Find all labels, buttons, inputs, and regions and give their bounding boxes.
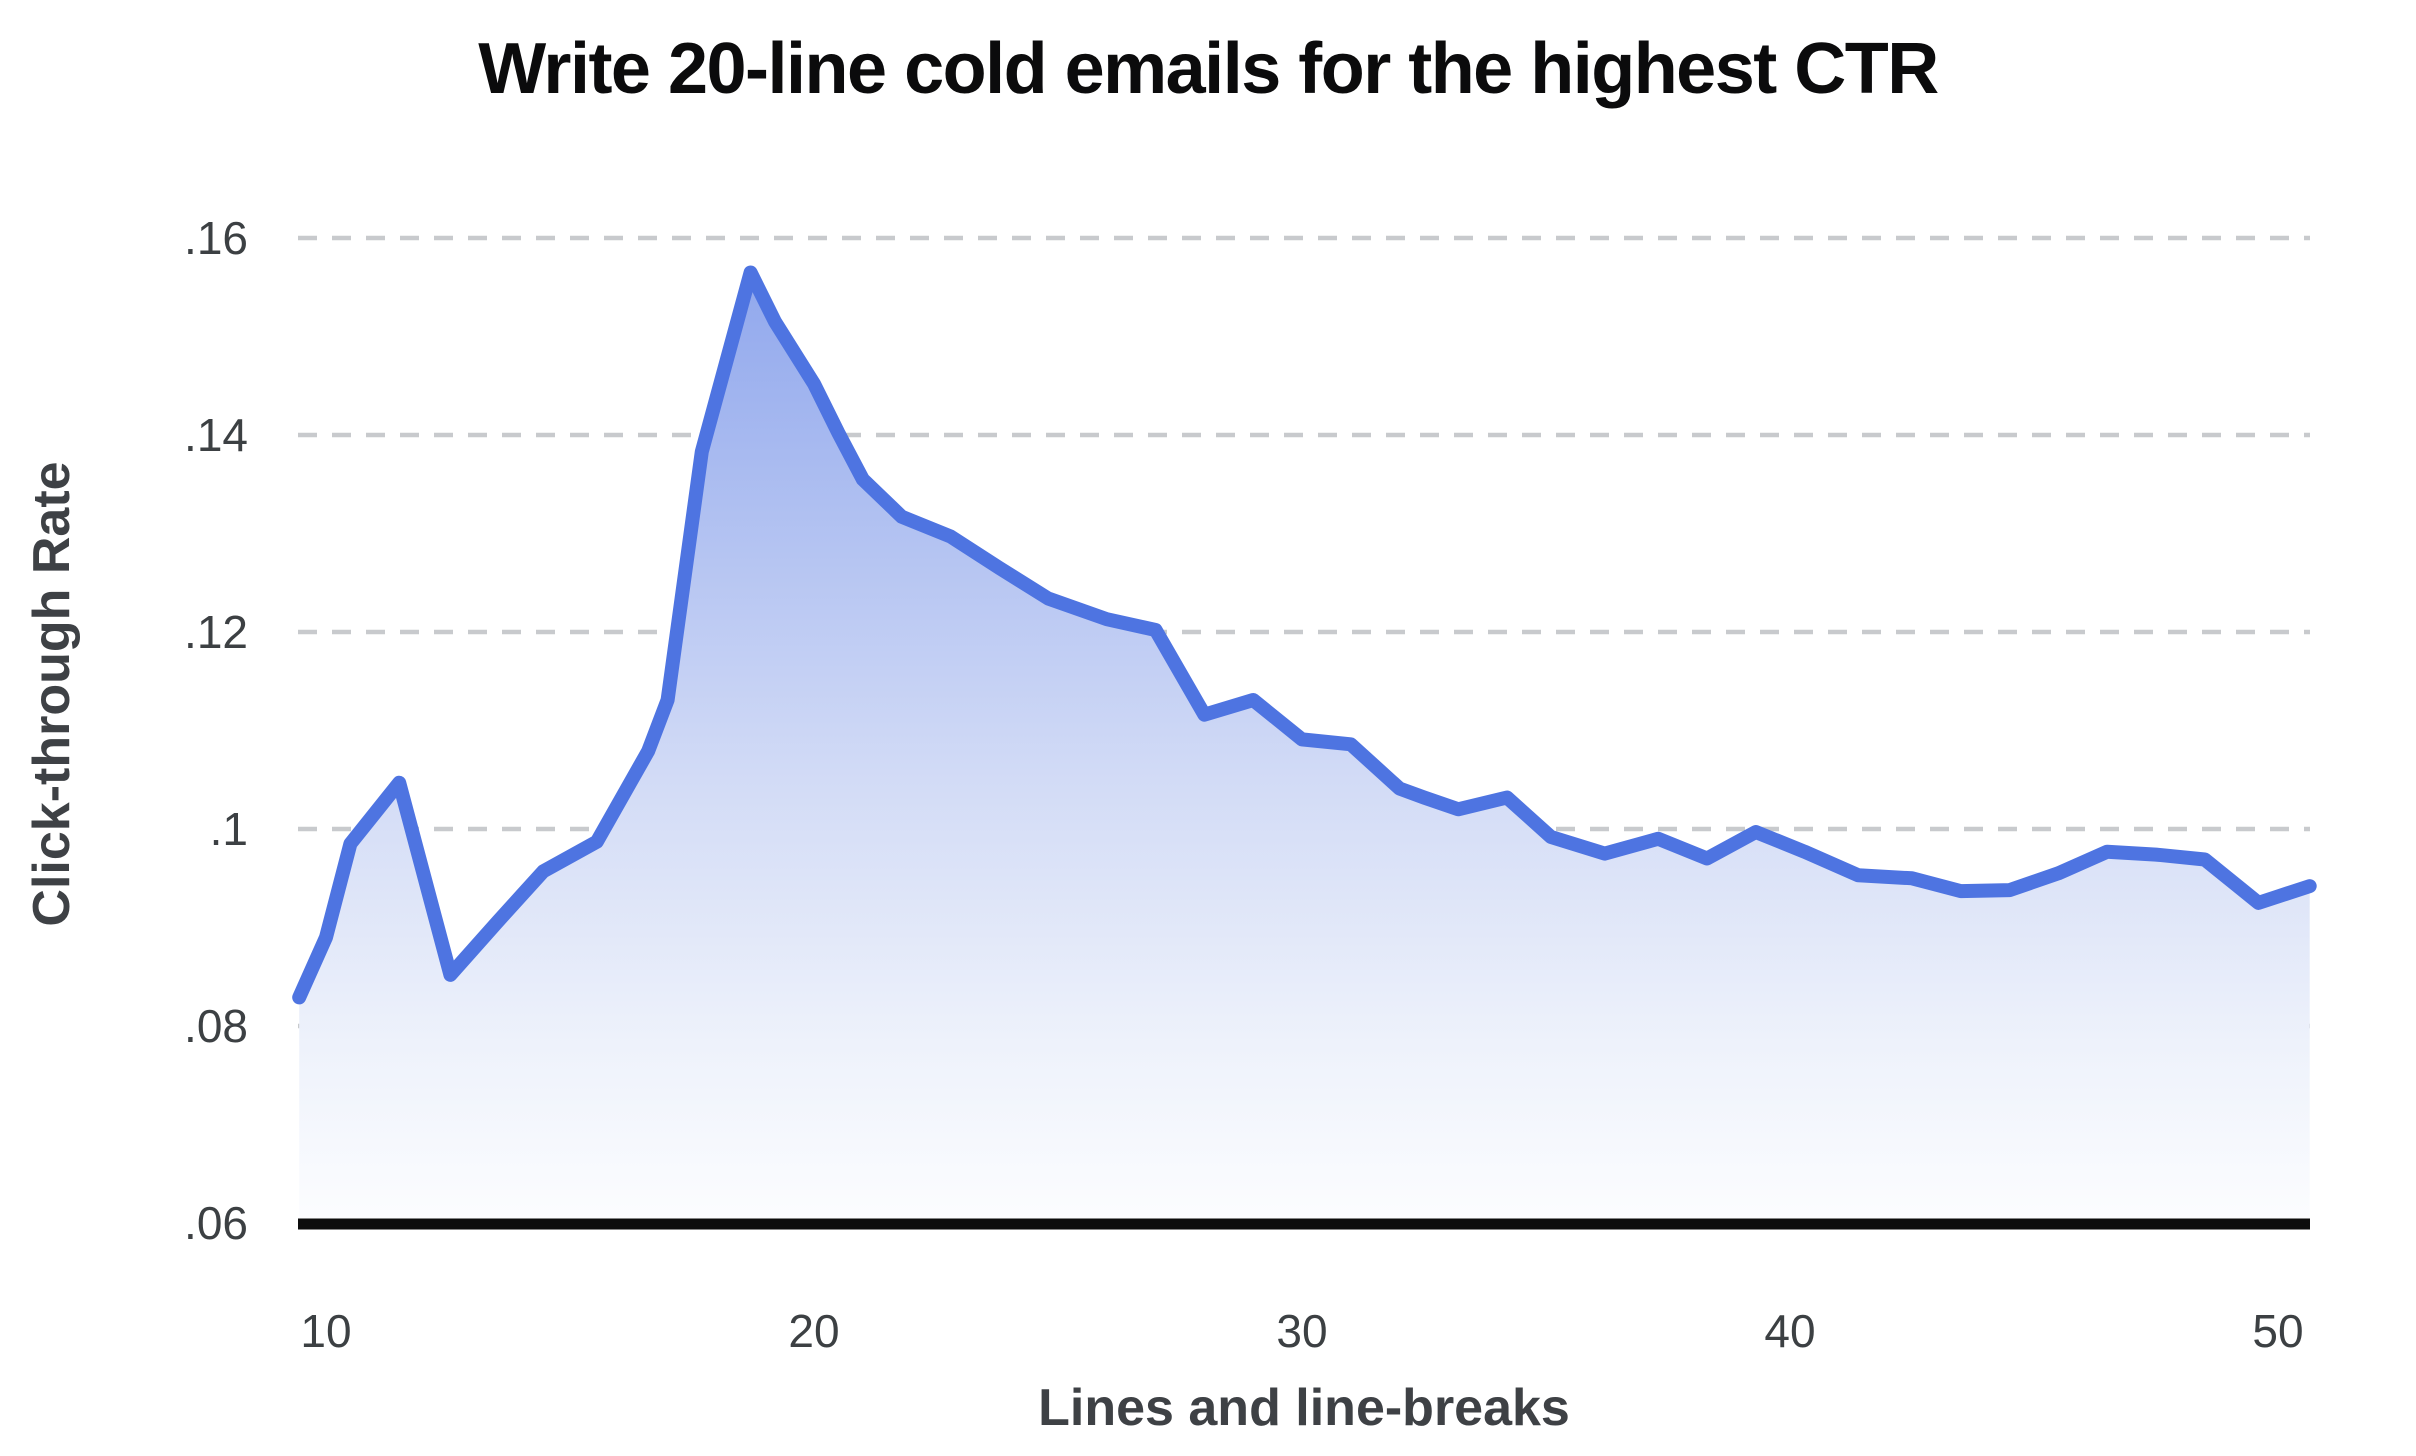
chart-title: Write 20-line cold emails for the highes… bbox=[478, 29, 1939, 109]
y-tick-label: .12 bbox=[184, 606, 248, 658]
y-tick-label: .08 bbox=[184, 1000, 248, 1052]
x-tick-label: 40 bbox=[1764, 1305, 1816, 1357]
y-tick-label: .14 bbox=[184, 409, 248, 461]
x-tick-label: 20 bbox=[788, 1305, 840, 1357]
x-axis-title: Lines and line-breaks bbox=[1038, 1379, 1570, 1437]
x-tick-label: 30 bbox=[1276, 1305, 1328, 1357]
x-tick-label: 10 bbox=[300, 1305, 352, 1357]
y-tick-label: .06 bbox=[184, 1197, 248, 1249]
y-tick-label: .16 bbox=[184, 212, 248, 264]
x-tick-label: 50 bbox=[2252, 1305, 2304, 1357]
ctr-line bbox=[292, 265, 2317, 1005]
y-tick-label: .1 bbox=[209, 803, 248, 855]
ctr-area bbox=[299, 272, 2310, 1223]
